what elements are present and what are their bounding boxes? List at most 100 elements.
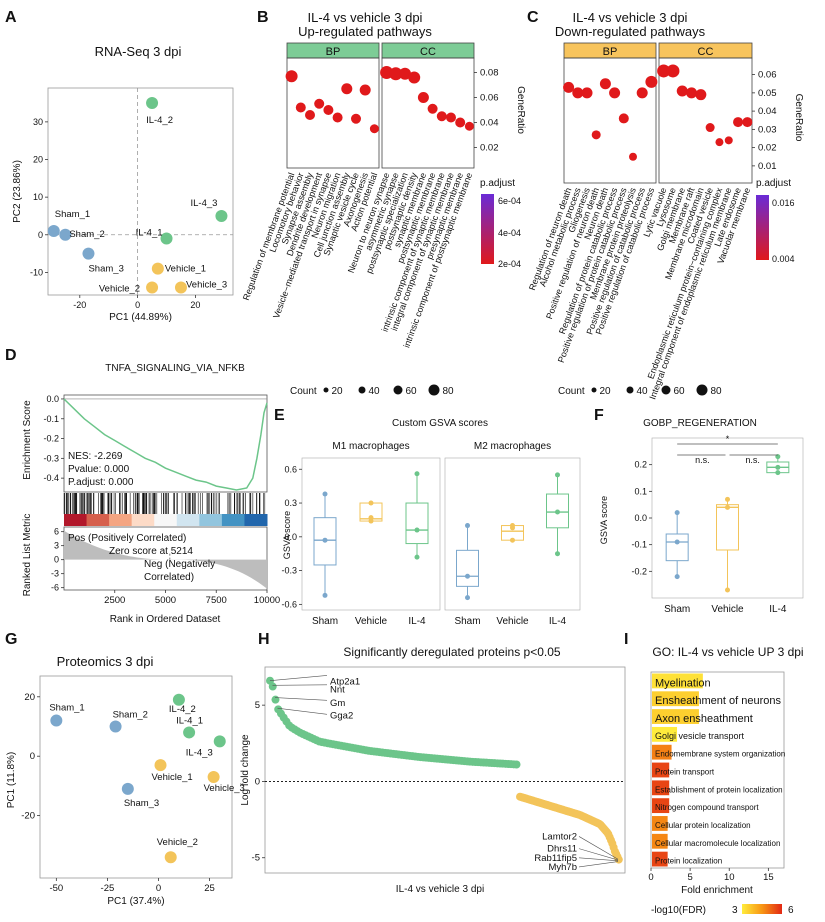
panel-i-bar-label: Golgi vesicle transport (655, 731, 745, 741)
panel-d-ylabel-top: Enrichment Score (22, 400, 33, 480)
panel-g-point (213, 735, 226, 748)
panel-c-dot (572, 87, 584, 99)
panel-d-es-ytick-label: -0.3 (43, 453, 59, 463)
panel-i-bar-label: Axon ensheathment (655, 713, 753, 725)
panel-i-bar (652, 726, 678, 742)
panel-c-dot (657, 64, 671, 78)
panel-d-rank-bar-segment (86, 514, 110, 526)
panel-h-frame (264, 666, 626, 874)
panel-g-point-label: Vehicle_3 (204, 783, 245, 794)
panel-e-point (368, 500, 374, 506)
panel-c-ytick-label: 0.03 (758, 124, 777, 135)
panel-b-facet-frame (381, 57, 475, 169)
panel-f-group-label: IL-4 (769, 604, 787, 615)
panel-i-bar-label: Ensheathment of neurons (655, 695, 781, 707)
panel-e-point (510, 537, 515, 543)
panel-g-xlabel: PC1 (37.4%) (107, 896, 164, 907)
panel-e-point (555, 472, 560, 478)
panel-e-group-label: Vehicle (355, 616, 388, 627)
panel-a-point (215, 209, 228, 222)
panel-i-legend-max: 6 (788, 905, 794, 916)
panel-g-point-label: Vehicle_1 (152, 772, 193, 783)
panel-i-legend-title: -log10(FDR) (651, 905, 706, 916)
panel-g-xtick-label: -25 (101, 883, 115, 894)
panel-b-legend-label: 6e-04 (498, 196, 521, 206)
panel-f-ylabel: GSVA score (599, 496, 609, 544)
panel-h-up-point (512, 760, 521, 769)
panel-h-label-leader (269, 675, 328, 682)
panel-c-subtitle: Down-regulated pathways (555, 24, 706, 39)
panel-b-strip-label: BP (326, 46, 341, 58)
panel-f-point (775, 464, 781, 470)
panel-g-ylabel: PC1 (11.8%) (6, 752, 17, 809)
panel-d-es-ytick-label: -0.1 (43, 414, 59, 424)
panel-d-neg-label: Neg (Negatively (144, 559, 215, 570)
panel-f-ytick-label: -0.2 (631, 566, 647, 576)
panel-i-bar-label: Nitrogen compound transport (655, 803, 759, 812)
panel-i-title: GO: IL-4 vs vehicle UP 3 dpi (652, 645, 803, 659)
panel-b-size-legend-title: Count (290, 386, 317, 397)
panel-g-point-label: Sham_3 (124, 798, 159, 809)
panel-b-dot (427, 103, 438, 114)
panel-h-down-label: Myh7b (548, 862, 577, 873)
panel-c-ytick-label: 0.05 (758, 88, 777, 99)
panel-c-dot (742, 117, 753, 128)
panel-h-ytick-label: 0 (255, 776, 260, 787)
panel-c-dot (705, 123, 715, 133)
panel-e-facet-frame (301, 457, 441, 611)
panel-b-dot (285, 70, 298, 83)
panel-c-dot (695, 89, 707, 101)
panel-h-label-leader (578, 836, 619, 860)
panel-a-xtick-label: 0 (135, 300, 140, 310)
panel-c-ytick-label: 0.06 (758, 70, 777, 81)
panel-letter-I: I (624, 631, 628, 648)
panel-i-bar-label: Endomembrane system organization (655, 750, 785, 759)
panel-a-point-label: Vehicle_3 (186, 279, 227, 290)
panel-b-dot (332, 112, 343, 123)
panel-a-point (160, 232, 173, 245)
panel-b-ytick-label: 0.08 (480, 68, 499, 79)
panel-d-rank-bar-segment (176, 514, 200, 526)
panel-d-xtick-label: 10000 (254, 595, 280, 606)
panel-a-ytick-label: -10 (30, 267, 43, 277)
panel-h-label-leader (578, 861, 619, 868)
panel-f-group-label: Vehicle (711, 604, 744, 615)
panel-b-legend-label: 2e-04 (498, 259, 521, 269)
panel-h-title: Significantly deregulated proteins p<0.0… (343, 645, 560, 659)
panel-i-bar (652, 762, 670, 778)
panel-a-point (146, 281, 159, 294)
panel-h-up-label: Atp2a1 (330, 677, 360, 688)
panel-a-ylabel: PC2 (23.86%) (12, 160, 23, 223)
panel-c-facet-frame (563, 57, 657, 184)
panel-g-point (121, 782, 134, 795)
panel-c-size-legend-dot (626, 386, 634, 394)
panel-f-point (725, 504, 730, 510)
panel-b-legend-bar (481, 194, 494, 264)
panel-c-dot (591, 130, 601, 140)
panel-a-point (174, 281, 187, 294)
panel-b-legend-title: p.adjust (480, 178, 515, 189)
panel-c-dot (618, 113, 629, 124)
panel-b-size-legend-label: 80 (443, 386, 455, 397)
panel-b-dot (359, 84, 371, 96)
panel-a-ytick-label: 10 (33, 192, 43, 202)
panel-d-title: TNFA_SIGNALING_VIA_NFKB (105, 363, 245, 374)
panel-b-dot (341, 83, 353, 95)
panel-c-size-legend-label: 80 (711, 386, 723, 397)
panel-b-facet-frame (286, 57, 380, 169)
panel-b-ytick-label: 0.02 (480, 143, 499, 154)
panel-c-size-legend-label: 40 (637, 386, 649, 397)
panel-letter-C: C (527, 9, 539, 26)
panel-f-sig-label: n.s. (695, 455, 710, 465)
panel-d-nes: NES: -2.269 (68, 451, 123, 462)
panel-c-ytick-label: 0.04 (758, 106, 777, 117)
panel-c-dot (676, 85, 688, 97)
panel-letter-H: H (258, 631, 270, 648)
panel-i-bar-label: Protein transport (655, 768, 715, 777)
panel-g-point-label: Vehicle_2 (157, 837, 198, 848)
panel-b-size-legend-dot (358, 386, 366, 394)
panel-d-rank-bar-segment (199, 514, 223, 526)
panel-f-title: GOBP_REGENERATION (643, 418, 757, 429)
panel-e-point (414, 527, 420, 533)
panel-a-ytick-label: 0 (38, 230, 43, 240)
